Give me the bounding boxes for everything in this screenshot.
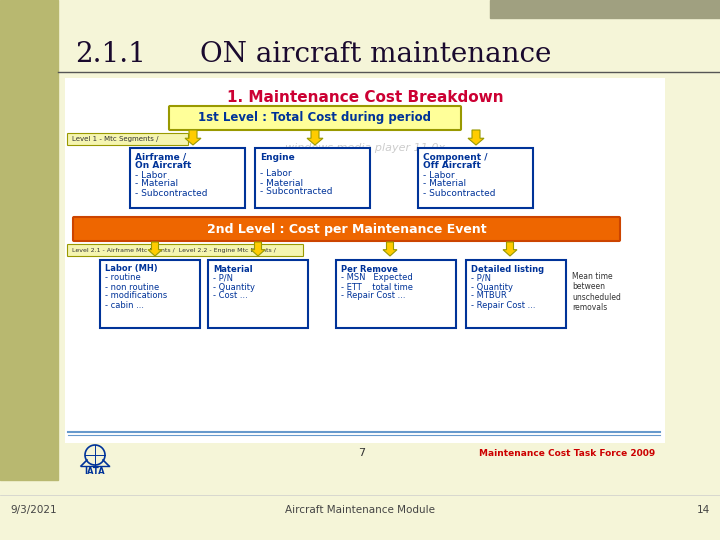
Text: - P/N: - P/N (471, 273, 491, 282)
Polygon shape (383, 242, 397, 256)
Text: - MSN   Expected: - MSN Expected (341, 273, 413, 282)
Text: windows media player 11.0x: windows media player 11.0x (285, 143, 445, 153)
Text: Off Aircraft: Off Aircraft (423, 161, 481, 171)
Polygon shape (503, 242, 517, 256)
FancyBboxPatch shape (68, 245, 304, 256)
Text: 9/3/2021: 9/3/2021 (10, 505, 57, 515)
Text: Labor (MH): Labor (MH) (105, 265, 158, 273)
Text: Detailed listing: Detailed listing (471, 265, 544, 273)
FancyBboxPatch shape (68, 133, 189, 145)
Text: - Material: - Material (260, 179, 303, 187)
Text: 1. Maintenance Cost Breakdown: 1. Maintenance Cost Breakdown (227, 90, 503, 105)
Text: 2.1.1: 2.1.1 (75, 42, 146, 69)
Text: Material: Material (213, 265, 253, 273)
Text: Engine: Engine (260, 152, 294, 161)
Text: - cabin ...: - cabin ... (105, 300, 144, 309)
Text: IATA: IATA (85, 468, 105, 476)
Text: - Quantity: - Quantity (213, 282, 255, 292)
Text: - modifications: - modifications (105, 292, 167, 300)
Text: - P/N: - P/N (213, 273, 233, 282)
Text: 2nd Level : Cost per Maintenance Event: 2nd Level : Cost per Maintenance Event (207, 222, 486, 235)
Bar (255, 148, 370, 208)
Text: - MTBUR: - MTBUR (471, 292, 507, 300)
Text: - ETT    total time: - ETT total time (341, 282, 413, 292)
Bar (208, 260, 308, 328)
Bar (100, 260, 200, 328)
Bar (490, 0, 720, 18)
Text: Component /: Component / (423, 152, 487, 161)
Text: - non routine: - non routine (105, 282, 159, 292)
Text: 14: 14 (697, 505, 710, 515)
Text: - Labor: - Labor (260, 170, 292, 179)
Polygon shape (468, 130, 484, 145)
Text: - Subcontracted: - Subcontracted (135, 188, 207, 198)
Polygon shape (251, 242, 265, 256)
Polygon shape (185, 130, 201, 145)
Text: - Subcontracted: - Subcontracted (423, 188, 495, 198)
Bar (0, 0, 58, 480)
Text: - Material: - Material (423, 179, 466, 188)
Text: On Aircraft: On Aircraft (135, 161, 192, 171)
Text: - Labor: - Labor (423, 171, 454, 179)
Text: Level 1 - Mtc Segments /: Level 1 - Mtc Segments / (72, 137, 158, 143)
FancyBboxPatch shape (73, 217, 620, 241)
Text: - Material: - Material (135, 179, 178, 188)
Polygon shape (307, 130, 323, 145)
Bar (466, 260, 566, 328)
Text: 7: 7 (359, 448, 366, 458)
Text: - routine: - routine (105, 273, 140, 282)
Text: - Subcontracted: - Subcontracted (260, 187, 333, 197)
Text: 1st Level : Total Cost during period: 1st Level : Total Cost during period (199, 111, 431, 125)
Text: - Cost ...: - Cost ... (213, 292, 248, 300)
Bar (418, 148, 533, 208)
Text: Maintenance Cost Task Force 2009: Maintenance Cost Task Force 2009 (479, 449, 655, 457)
Bar (336, 260, 456, 328)
Text: Level 2.1 - Airframe Mtc Events /  Level 2.2 - Engine Mtc Events /: Level 2.1 - Airframe Mtc Events / Level … (72, 248, 276, 253)
Bar (65, 78, 665, 443)
Text: Airframe /: Airframe / (135, 152, 186, 161)
Text: - Labor: - Labor (135, 171, 166, 179)
Text: - Repair Cost ...: - Repair Cost ... (471, 300, 536, 309)
Text: Mean time
between
unscheduled
removals: Mean time between unscheduled removals (572, 272, 621, 312)
Text: - Quantity: - Quantity (471, 282, 513, 292)
Text: ON aircraft maintenance: ON aircraft maintenance (200, 42, 552, 69)
Text: Per Remove: Per Remove (341, 265, 398, 273)
Bar (130, 148, 245, 208)
FancyBboxPatch shape (169, 106, 461, 130)
Text: Aircraft Maintenance Module: Aircraft Maintenance Module (285, 505, 435, 515)
Polygon shape (148, 242, 162, 256)
Text: - Repair Cost ...: - Repair Cost ... (341, 292, 405, 300)
